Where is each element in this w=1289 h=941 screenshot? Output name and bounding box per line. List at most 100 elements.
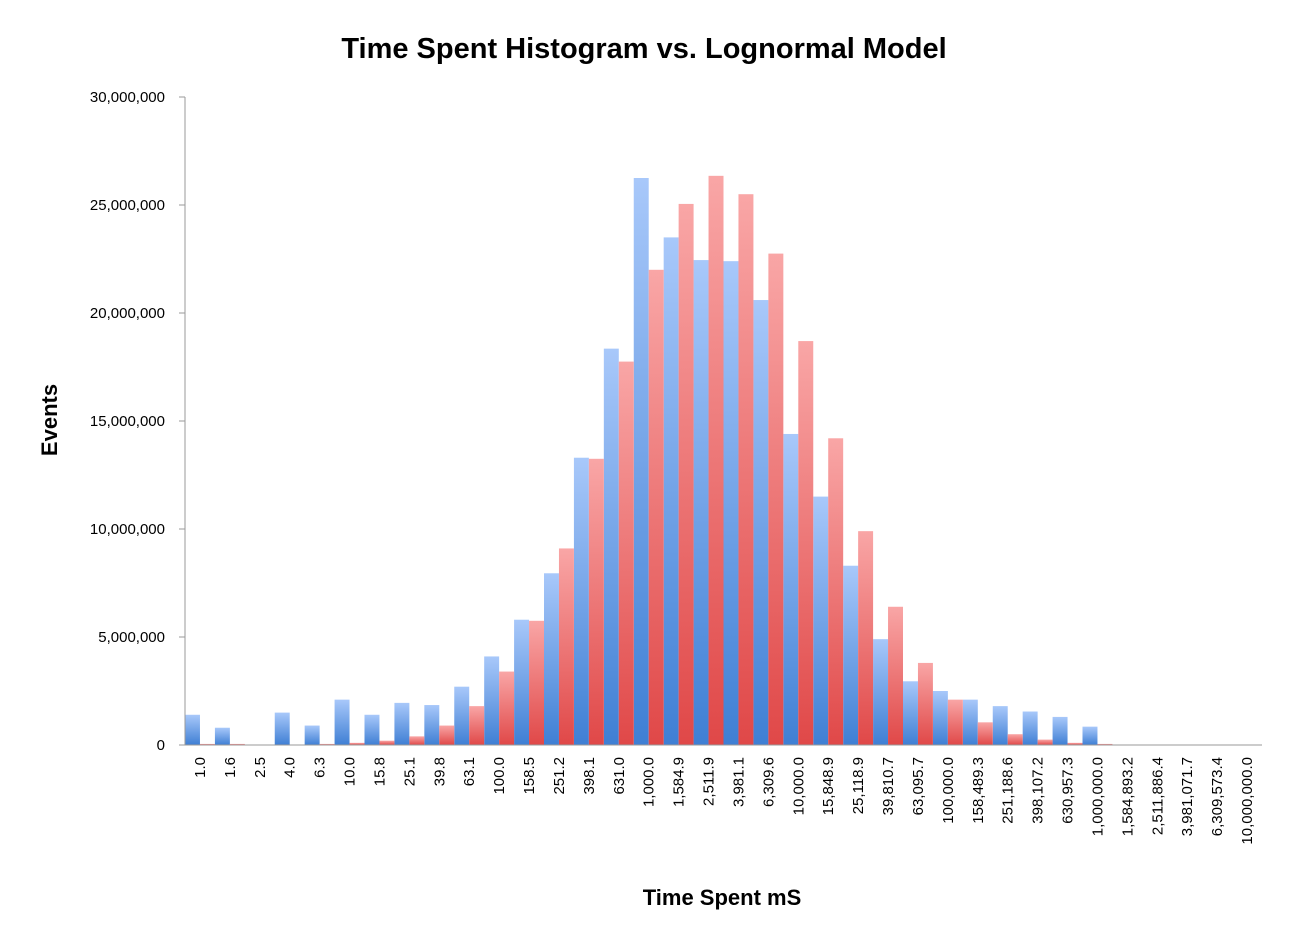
x-tick-label: 10,000.0 (790, 757, 807, 815)
x-tick-label: 4.0 (282, 757, 299, 778)
x-tick-label: 15.8 (371, 757, 388, 786)
bar-series-1 (1052, 716, 1068, 745)
bar-series-2 (798, 341, 814, 745)
bar-series-1 (753, 300, 769, 745)
bar-series-1 (633, 178, 649, 745)
x-tick-label: 398,107.2 (1030, 757, 1047, 824)
bar-series-2 (738, 194, 754, 745)
bar-series-2 (678, 203, 694, 746)
bar-series-2 (558, 548, 574, 745)
bar-series-2 (1037, 739, 1053, 745)
bar-series-2 (319, 743, 335, 745)
x-tick-label: 1.6 (222, 757, 239, 778)
bar-series-2 (588, 458, 604, 745)
bar-series-1 (424, 705, 440, 745)
bar-series-2 (529, 620, 544, 745)
bar-series-1 (573, 457, 589, 745)
x-tick-label: 39.8 (431, 757, 448, 786)
x-tick-label: 3,981,071.7 (1179, 757, 1196, 836)
x-tick-label: 251,188.6 (1000, 757, 1017, 824)
y-tick-label: 30,000,000 (90, 89, 165, 106)
x-axis-ticks: 1.0 1.6 2.5 4.0 6.3 10.0 15.8 25.1 39.8 63.1 100.0… (192, 757, 1256, 845)
bar-series-1 (1022, 711, 1038, 745)
x-tick-label: 10.0 (342, 757, 359, 786)
x-tick-label: 1.0 (192, 757, 209, 778)
bar-series-2 (618, 361, 634, 745)
x-tick-label: 398.1 (581, 757, 598, 795)
x-tick-label: 100.0 (491, 757, 508, 795)
bar-series-1 (1082, 726, 1098, 745)
y-tick-label: 20,000,000 (90, 305, 165, 322)
y-tick-label: 0 (157, 737, 165, 754)
bar-series-2 (768, 253, 784, 745)
bar-series-2 (499, 671, 515, 745)
bar-series-2 (648, 269, 664, 745)
bar-series-2 (1007, 734, 1023, 745)
bar-series-1 (274, 712, 290, 745)
x-tick-label: 100,000.0 (940, 757, 957, 824)
bar-series-2 (977, 722, 993, 745)
x-tick-label: 25,118.9 (850, 757, 867, 814)
x-tick-label: 158,489.3 (970, 757, 987, 824)
bar-series-2 (349, 742, 365, 745)
bar-series-1 (962, 699, 978, 745)
x-tick-label: 6.3 (312, 757, 329, 778)
bar-series-1 (304, 725, 320, 745)
bar-series-1 (364, 714, 380, 745)
x-tick-label: 15,848.9 (820, 757, 837, 815)
bar-series-1 (454, 686, 470, 745)
y-tick-label: 5,000,000 (98, 629, 165, 646)
bar-series-2 (469, 706, 485, 745)
bar-series-1 (903, 681, 918, 745)
x-tick-label: 10,000,000.0 (1239, 757, 1256, 845)
bar-series-1 (185, 714, 200, 745)
bar-series-2 (828, 438, 844, 745)
bar-series-2 (1067, 742, 1083, 745)
y-tick-label: 25,000,000 (90, 197, 165, 214)
y-tick-label: 10,000,000 (90, 521, 165, 538)
x-tick-label: 6,309.6 (760, 757, 777, 807)
x-tick-label: 251.2 (551, 757, 568, 795)
x-tick-label: 6,309,573.4 (1209, 757, 1226, 836)
bar-series-1 (603, 348, 619, 745)
x-tick-label: 2,511,886.4 (1149, 757, 1166, 835)
x-tick-label: 1,000.0 (641, 757, 658, 807)
x-tick-label: 1,584.9 (671, 757, 688, 807)
x-axis-label: Time Spent mS (643, 885, 802, 910)
bar-series-2 (439, 725, 455, 745)
x-tick-label: 2.5 (252, 757, 269, 778)
bar-series-2 (947, 699, 963, 745)
x-tick-label: 39,810.7 (880, 757, 897, 815)
bar-series-1 (484, 656, 500, 745)
bar-series-1 (663, 237, 679, 745)
bar-series-2 (229, 743, 245, 745)
bar-series-2 (858, 531, 874, 745)
bar-series-1 (813, 496, 829, 745)
bar-series-1 (932, 691, 948, 745)
y-tick-label: 15,000,000 (90, 413, 165, 430)
x-tick-label: 631.0 (611, 757, 628, 795)
x-tick-label: 3,981.1 (730, 757, 747, 807)
bars-group (185, 175, 1233, 746)
x-tick-label: 63,095.7 (910, 757, 927, 815)
bar-series-1 (693, 260, 709, 745)
bar-series-2 (199, 743, 215, 745)
x-tick-label: 1,584,893.2 (1119, 757, 1136, 836)
x-tick-label: 2,511.9 (701, 757, 718, 806)
bar-series-2 (708, 175, 724, 746)
bar-series-1 (783, 433, 799, 745)
x-tick-label: 63.1 (461, 757, 478, 786)
bar-series-1 (334, 699, 350, 745)
bar-series-1 (843, 565, 859, 745)
x-tick-label: 1,000,000.0 (1089, 757, 1106, 836)
x-tick-label: 630,957.3 (1060, 757, 1077, 824)
bar-series-1 (873, 639, 889, 745)
bar-series-2 (1097, 743, 1113, 745)
bar-series-1 (514, 619, 530, 745)
y-axis-ticks: 0 5,000,000 10,000,000 15,000,000 20,000,000… (90, 89, 185, 754)
bar-series-2 (888, 606, 903, 745)
y-axis-label: Events (37, 384, 62, 456)
bar-series-1 (992, 706, 1008, 745)
bar-series-1 (214, 727, 230, 745)
